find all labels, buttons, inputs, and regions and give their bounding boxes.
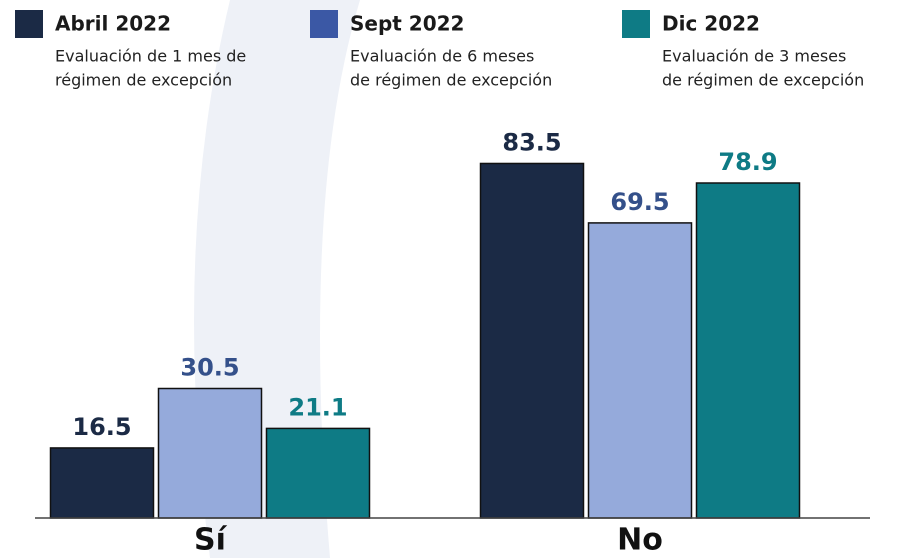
- value-label: 69.5: [610, 188, 669, 216]
- value-label: 30.5: [180, 354, 239, 382]
- legend-swatch: [622, 10, 650, 38]
- legend-description: Evaluación de 3 meses: [662, 47, 846, 66]
- value-label: 83.5: [502, 128, 561, 156]
- legend-name: Dic 2022: [662, 12, 760, 36]
- legend-swatch: [310, 10, 338, 38]
- value-label: 21.1: [288, 393, 347, 421]
- legend-description: Evaluación de 1 mes de: [55, 47, 246, 66]
- bar: [695, 182, 801, 519]
- bar: [157, 387, 263, 519]
- bar: [49, 447, 155, 519]
- legend-name: Abril 2022: [55, 12, 171, 36]
- value-label: 16.5: [72, 413, 131, 441]
- legend-description: régimen de excepción: [55, 71, 232, 90]
- legend-name: Sept 2022: [350, 12, 464, 36]
- bar: [587, 222, 693, 519]
- legend-swatch: [15, 10, 43, 38]
- legend-description: de régimen de excepción: [350, 71, 552, 90]
- legend-description: Evaluación de 6 meses: [350, 47, 534, 66]
- legend-description: de régimen de excepción: [662, 71, 864, 90]
- bar: [265, 427, 371, 519]
- value-label: 78.9: [718, 148, 777, 176]
- x-tick-label: Sí: [194, 523, 228, 558]
- bar: [479, 162, 585, 519]
- x-tick-label: No: [617, 523, 663, 558]
